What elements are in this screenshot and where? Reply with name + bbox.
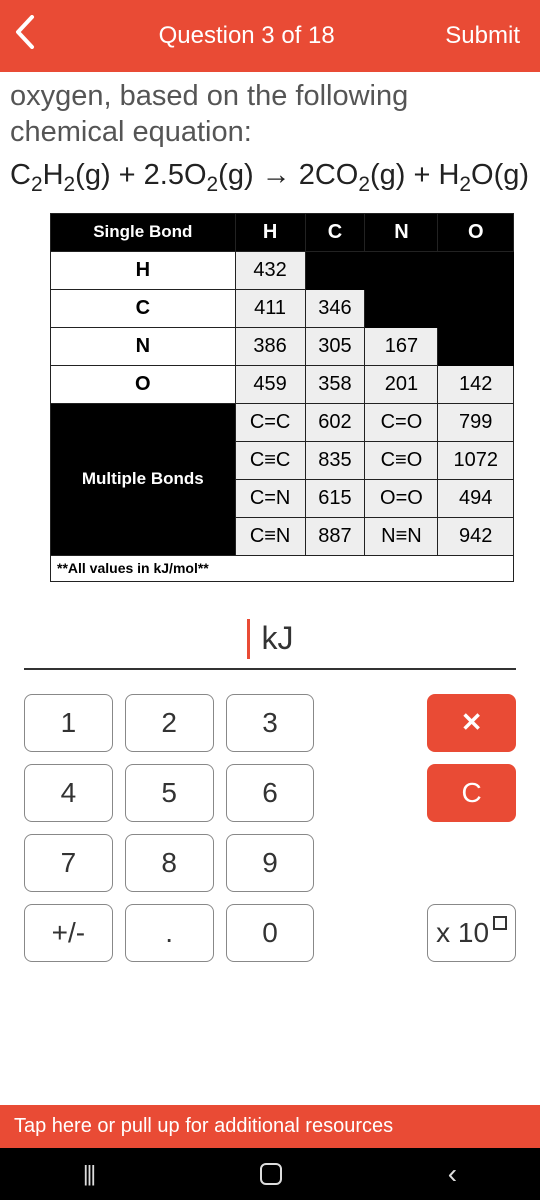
col-header: N xyxy=(365,213,438,251)
key-plusminus[interactable]: +/- xyxy=(24,904,113,962)
key-8[interactable]: 8 xyxy=(125,834,214,892)
table-cell: 386 xyxy=(235,327,305,365)
table-cell: C=N xyxy=(235,479,305,517)
row-header: O xyxy=(51,365,236,403)
row-header: N xyxy=(51,327,236,365)
table-cell: C=O xyxy=(365,403,438,441)
nav-recent-button[interactable]: ||| xyxy=(83,1161,94,1187)
key-5[interactable]: 5 xyxy=(125,764,214,822)
table-cell: C≡N xyxy=(235,517,305,555)
table-cell: 942 xyxy=(438,517,514,555)
table-cell: 1072 xyxy=(438,441,514,479)
table-cell: 142 xyxy=(438,365,514,403)
android-nav: ||| ‹ xyxy=(0,1148,540,1200)
table-cell: 305 xyxy=(305,327,365,365)
question-text: oxygen, based on the following chemical … xyxy=(0,72,540,155)
answer-unit: kJ xyxy=(262,620,294,657)
exponent-box-icon xyxy=(493,916,507,930)
key-9[interactable]: 9 xyxy=(226,834,315,892)
col-header: C xyxy=(305,213,365,251)
key-exponent[interactable]: x 10 xyxy=(427,904,516,962)
x-icon: ✕ xyxy=(461,707,483,738)
key-4[interactable]: 4 xyxy=(24,764,113,822)
row-header: H xyxy=(51,251,236,289)
table-cell: 494 xyxy=(438,479,514,517)
backspace-button[interactable]: ✕ xyxy=(427,694,516,752)
key-dot[interactable]: . xyxy=(125,904,214,962)
nav-back-button[interactable]: ‹ xyxy=(448,1158,457,1190)
table-cell: 459 xyxy=(235,365,305,403)
chemical-equation: C2H2(g) + 2.5O2(g) → 2CO2(g) + H2O(g) xyxy=(0,155,540,207)
key-7[interactable]: 7 xyxy=(24,834,113,892)
keypad: 1 2 3 ✕ 4 5 6 C 7 8 9 +/- . 0 x 10 xyxy=(0,694,540,962)
multiple-bonds-header: Multiple Bonds xyxy=(51,403,236,555)
clear-button[interactable]: C xyxy=(427,764,516,822)
table-cell: O=O xyxy=(365,479,438,517)
cursor-icon xyxy=(247,619,250,659)
app-header: Question 3 of 18 Submit xyxy=(0,0,540,72)
table-cell: 358 xyxy=(305,365,365,403)
key-3[interactable]: 3 xyxy=(226,694,315,752)
answer-area: kJ xyxy=(0,610,540,670)
answer-input[interactable]: kJ xyxy=(24,610,516,670)
key-6[interactable]: 6 xyxy=(226,764,315,822)
single-bond-header: Single Bond xyxy=(51,213,236,251)
table-cell: C=C xyxy=(235,403,305,441)
col-header: O xyxy=(438,213,514,251)
key-2[interactable]: 2 xyxy=(125,694,214,752)
submit-button[interactable]: Submit xyxy=(439,22,526,50)
table-cell: 346 xyxy=(305,289,365,327)
table-cell: 615 xyxy=(305,479,365,517)
table-cell: 887 xyxy=(305,517,365,555)
key-0[interactable]: 0 xyxy=(226,904,315,962)
key-1[interactable]: 1 xyxy=(24,694,113,752)
table-cell: 602 xyxy=(305,403,365,441)
table-cell: 411 xyxy=(235,289,305,327)
table-cell: C≡O xyxy=(365,441,438,479)
table-cell: N≡N xyxy=(365,517,438,555)
table-cell: 799 xyxy=(438,403,514,441)
nav-home-button[interactable] xyxy=(260,1163,282,1185)
question-counter: Question 3 of 18 xyxy=(54,22,439,50)
bond-energy-table: Single Bond H C N O H 432 C 411 346 N 38… xyxy=(0,207,540,586)
table-cell: C≡C xyxy=(235,441,305,479)
table-cell: 201 xyxy=(365,365,438,403)
resources-bar[interactable]: Tap here or pull up for additional resou… xyxy=(0,1105,540,1148)
col-header: H xyxy=(235,213,305,251)
table-note: **All values in kJ/mol** xyxy=(51,555,514,581)
table-cell: 167 xyxy=(365,327,438,365)
row-header: C xyxy=(51,289,236,327)
table-cell: 432 xyxy=(235,251,305,289)
table-cell: 835 xyxy=(305,441,365,479)
back-button[interactable] xyxy=(14,15,54,58)
